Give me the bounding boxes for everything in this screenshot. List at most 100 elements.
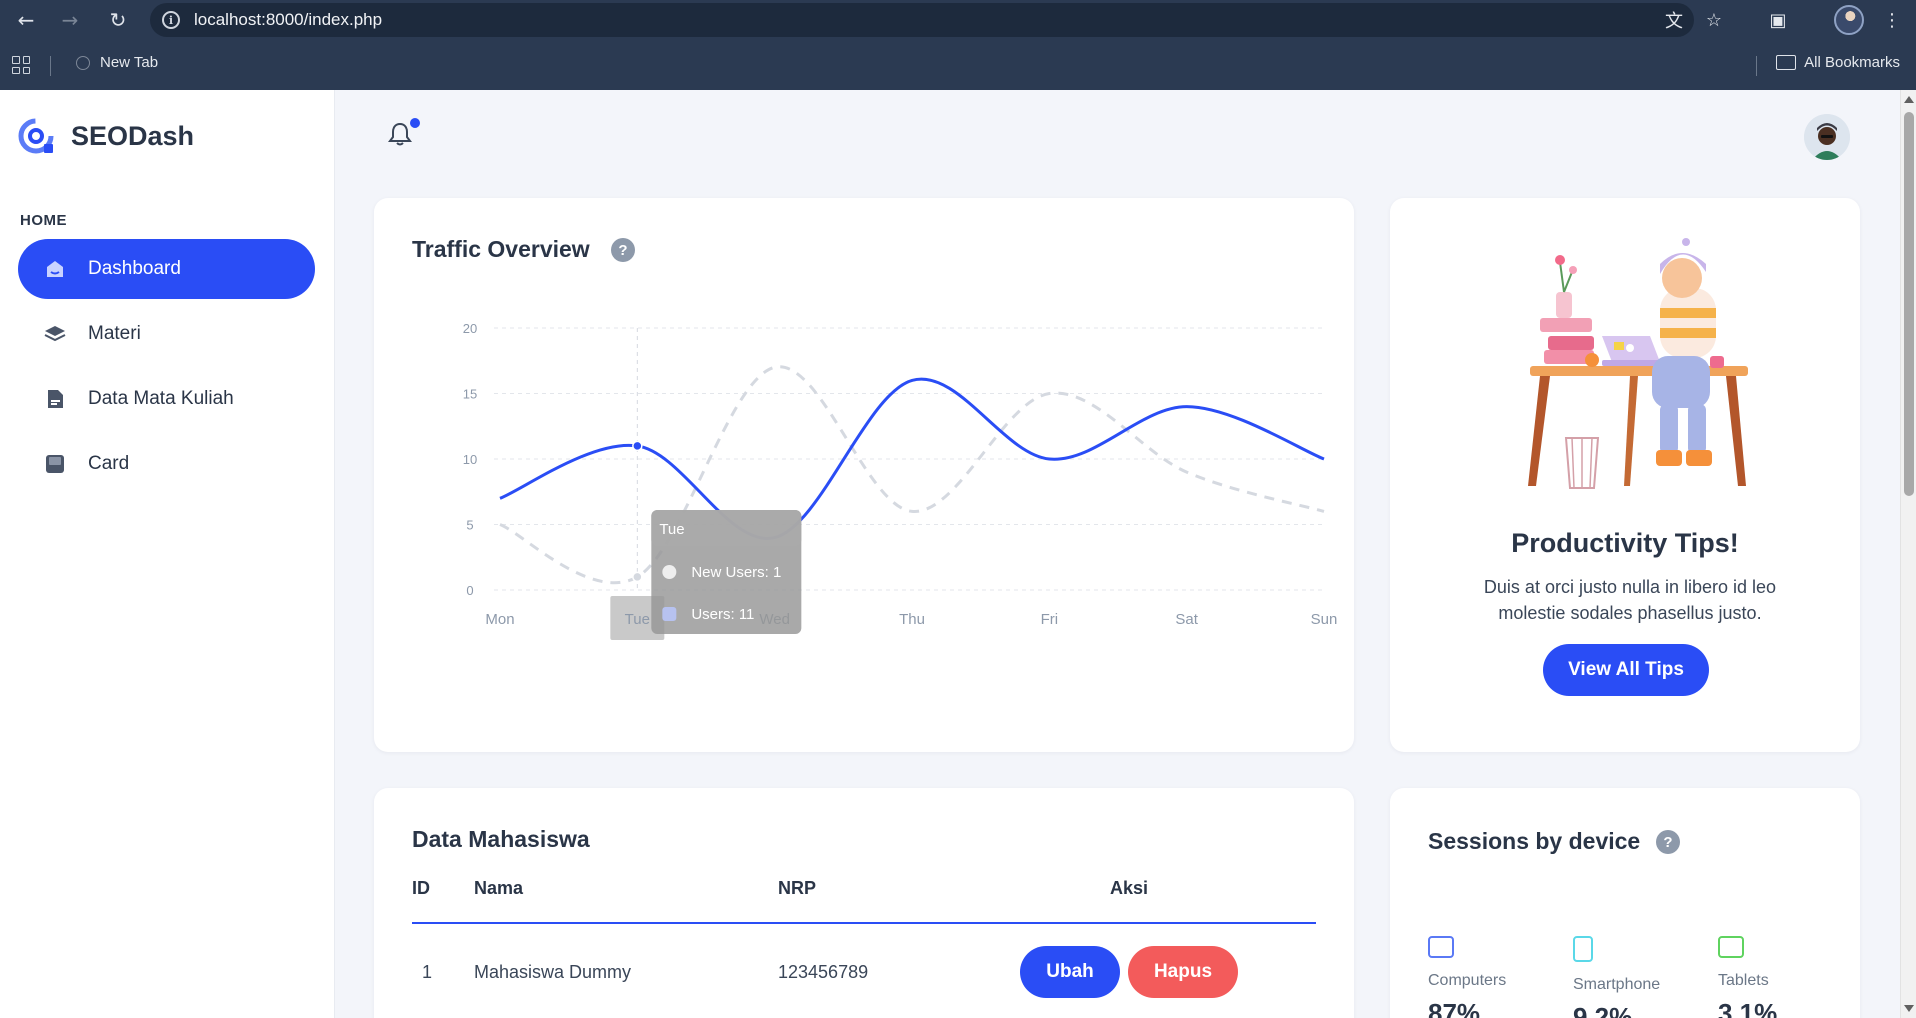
brand-logo-icon xyxy=(18,118,54,154)
data-point[interactable] xyxy=(632,440,643,452)
sidebar-item-label: Dashboard xyxy=(88,258,181,279)
bookmark-star-icon[interactable]: ☆ xyxy=(1705,9,1723,31)
tooltip-new-users: New Users: 1 xyxy=(691,564,781,581)
y-tick-label: 15 xyxy=(463,387,477,402)
sidebar-item-materi[interactable]: Materi xyxy=(18,304,315,364)
x-tick-label: Tue xyxy=(625,611,650,628)
notification-dot xyxy=(410,118,420,128)
tips-title: Productivity Tips! xyxy=(1511,528,1739,558)
brand-name: SEODash xyxy=(71,120,195,151)
smartphone-icon xyxy=(1573,936,1593,962)
productivity-tips-card: Productivity Tips! Duis at orci justo nu… xyxy=(1390,198,1860,752)
sidebar: SEODash HOME Dashboard Materi Data Mata … xyxy=(0,90,335,1018)
bookmark-divider xyxy=(50,56,51,76)
url-text: localhost:8000/index.php xyxy=(194,10,383,29)
traffic-title: Traffic Overview xyxy=(412,236,590,262)
students-table: ID Nama NRP Aksi 1 Mahasiswa Dummy 12345… xyxy=(412,878,1316,1018)
user-avatar[interactable] xyxy=(1804,114,1850,160)
table-row: 1 Mahasiswa Dummy 123456789 Ubah Hapus xyxy=(412,924,1316,1018)
device-smartphone: Smartphone 9.2% xyxy=(1573,936,1660,1018)
help-icon[interactable]: ? xyxy=(611,238,635,262)
browser-chrome: ← → ↻ i localhost:8000/index.php 文 ☆ ▣ ⋮… xyxy=(0,0,1916,90)
device-value: 9.2% xyxy=(1573,1002,1633,1018)
edit-button[interactable]: Ubah xyxy=(1020,946,1120,998)
tooltip-title: Tue xyxy=(659,521,684,538)
extensions-icon[interactable]: ▣ xyxy=(1769,9,1787,31)
tips-description: Duis at orci justo nulla in libero id le… xyxy=(1483,577,1777,623)
x-tick-label: Thu xyxy=(899,611,925,628)
cell-id: 1 xyxy=(422,962,433,982)
cell-nrp: 123456789 xyxy=(778,962,869,982)
reload-icon[interactable]: ↻ xyxy=(109,8,127,32)
sidebar-item-dashboard[interactable]: Dashboard xyxy=(18,239,315,299)
page-scrollbar[interactable] xyxy=(1900,90,1916,1018)
computer-icon xyxy=(1428,936,1454,958)
students-title: Data Mahasiswa xyxy=(412,826,590,852)
y-tick-label: 10 xyxy=(463,452,477,467)
apps-grid-icon[interactable] xyxy=(12,56,30,74)
notification-bell-icon[interactable] xyxy=(386,120,414,148)
tooltip-marker xyxy=(662,607,677,621)
device-value: 3.1% xyxy=(1718,998,1778,1018)
column-header-nama: Nama xyxy=(474,878,524,898)
x-tick-label: Mon xyxy=(485,611,514,628)
x-tick-highlight xyxy=(610,596,665,640)
all-bookmarks[interactable]: All Bookmarks xyxy=(1776,54,1900,71)
y-tick-label: 5 xyxy=(466,518,473,533)
cell-nama: Mahasiswa Dummy xyxy=(474,962,632,982)
productivity-illustration xyxy=(1528,238,1748,489)
translate-icon[interactable]: 文 xyxy=(1665,11,1683,32)
y-tick-label: 0 xyxy=(466,583,473,598)
browser-profile-avatar[interactable] xyxy=(1834,5,1864,35)
bookmarks-bar: New Tab All Bookmarks xyxy=(0,48,1916,82)
sidebar-item-label: Card xyxy=(88,453,130,474)
back-icon[interactable]: ← xyxy=(17,8,35,32)
device-tablets: Tablets 3.1% xyxy=(1718,936,1777,1018)
sidebar-item-data-mata-kuliah[interactable]: Data Mata Kuliah xyxy=(18,369,315,429)
sessions-title: Sessions by device xyxy=(1428,828,1641,854)
globe-icon xyxy=(76,55,90,70)
browser-menu-icon[interactable]: ⋮ xyxy=(1883,9,1901,31)
scroll-up-arrow-icon[interactable] xyxy=(1904,96,1914,103)
help-icon[interactable]: ? xyxy=(1656,830,1680,854)
dashboard-icon xyxy=(44,258,66,280)
scroll-down-arrow-icon[interactable] xyxy=(1904,1005,1914,1012)
tooltip-users: Users: 11 xyxy=(691,606,754,623)
sidebar-item-card[interactable]: Card xyxy=(18,434,315,494)
main-content: Traffic Overview ? 05101520MonTueWedThuF… xyxy=(336,90,1898,1018)
table-header-row: ID Nama NRP Aksi xyxy=(412,878,1316,924)
sidebar-item-label: Data Mata Kuliah xyxy=(88,388,234,409)
bookmark-new-tab[interactable]: New Tab xyxy=(76,54,158,71)
file-icon xyxy=(44,388,66,410)
data-point[interactable] xyxy=(632,571,643,583)
device-computers: Computers 87% xyxy=(1428,936,1506,1018)
sidebar-item-label: Materi xyxy=(88,323,141,344)
layers-icon xyxy=(44,323,66,345)
address-bar-row: ← → ↻ i localhost:8000/index.php 文 ☆ ▣ ⋮ xyxy=(0,0,1916,40)
y-tick-label: 20 xyxy=(463,321,477,336)
device-label: Smartphone xyxy=(1573,976,1661,993)
site-info-icon[interactable]: i xyxy=(162,11,180,29)
chart-tooltip-header xyxy=(651,510,802,546)
delete-button[interactable]: Hapus xyxy=(1128,946,1238,998)
forward-icon[interactable]: → xyxy=(61,8,79,32)
bookmark-divider xyxy=(1756,56,1757,76)
sessions-card: Sessions by device ? Computers 87% Smart… xyxy=(1390,788,1860,1018)
nav-section-label: HOME xyxy=(20,212,67,229)
all-bookmarks-label: All Bookmarks xyxy=(1804,54,1900,71)
students-card: Data Mahasiswa ID Nama NRP Aksi 1 Mahasi… xyxy=(374,788,1354,1018)
device-label: Computers xyxy=(1428,972,1507,989)
address-bar[interactable]: i localhost:8000/index.php xyxy=(150,3,1694,37)
series-line-new-users[interactable] xyxy=(499,365,1325,585)
x-tick-label: Fri xyxy=(1041,611,1059,628)
bookmark-new-tab-label: New Tab xyxy=(100,54,159,71)
tooltip-marker xyxy=(662,565,677,579)
traffic-overview-card: Traffic Overview ? 05101520MonTueWedThuF… xyxy=(374,198,1354,752)
tablet-icon xyxy=(1718,936,1744,958)
column-header-id: ID xyxy=(412,878,430,898)
scroll-thumb[interactable] xyxy=(1904,112,1914,496)
brand[interactable]: SEODash xyxy=(17,116,194,156)
traffic-chart[interactable]: 05101520MonTueWedThuFriSatSunTueNew User… xyxy=(374,298,1354,748)
card-icon xyxy=(44,453,66,475)
view-all-tips-button[interactable]: View All Tips xyxy=(1543,644,1709,696)
